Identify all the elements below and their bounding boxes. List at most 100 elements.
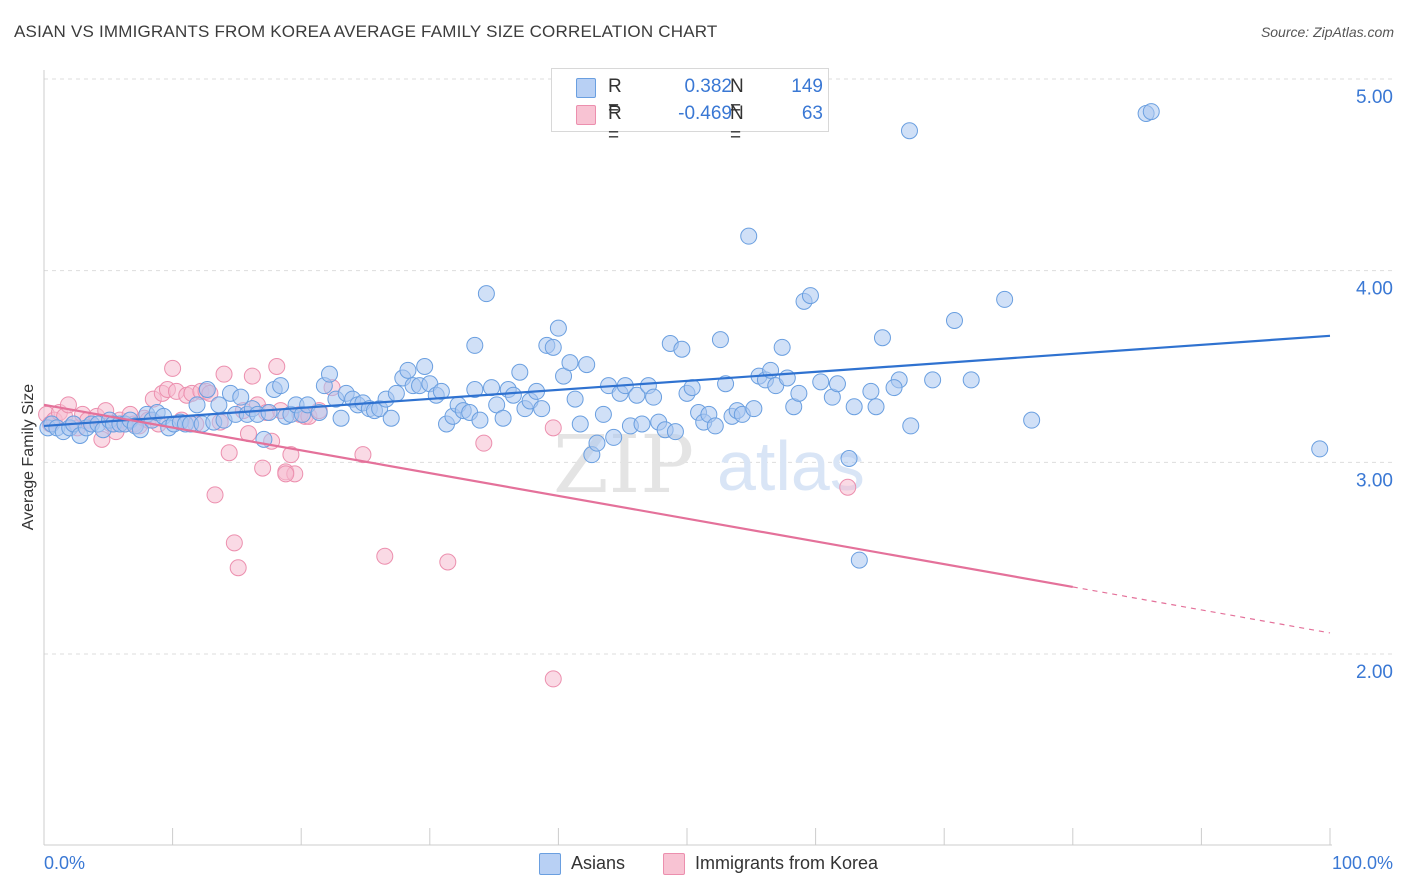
asians-point bbox=[320, 365, 338, 383]
asians-point bbox=[561, 354, 579, 372]
korea-point bbox=[282, 446, 300, 464]
asians-point bbox=[387, 384, 405, 402]
asians-point bbox=[673, 340, 691, 358]
asians-point bbox=[996, 290, 1014, 308]
asians-point bbox=[382, 409, 400, 427]
asians-point bbox=[605, 428, 623, 446]
korea-point bbox=[839, 478, 857, 496]
asians-point bbox=[566, 390, 584, 408]
y-tick-label: 4.00 bbox=[1356, 279, 1393, 300]
legend-swatch-korea bbox=[576, 105, 596, 125]
asians-point bbox=[717, 375, 735, 393]
korea-point bbox=[254, 459, 272, 477]
watermark: ZIP atlas bbox=[553, 418, 865, 511]
korea-trend-line-extrapolated bbox=[1072, 586, 1331, 634]
legend-n-value: 149 bbox=[791, 76, 823, 97]
legend-r-value: 0.382 bbox=[684, 76, 732, 97]
asians-point bbox=[633, 415, 651, 433]
asians-point bbox=[588, 434, 606, 452]
korea-point bbox=[277, 465, 295, 483]
asians-point bbox=[711, 331, 729, 349]
korea-trend-line bbox=[43, 403, 1073, 588]
asians-point bbox=[862, 382, 880, 400]
korea-point bbox=[215, 365, 233, 383]
asians-trend-line bbox=[43, 334, 1331, 428]
correlation-legend: R = 0.382 N = 149 R = -0.469 N = 63 bbox=[551, 68, 829, 146]
asians-point bbox=[773, 338, 791, 356]
watermark-atlas: atlas bbox=[717, 427, 865, 505]
asians-point bbox=[840, 450, 858, 467]
asians-point bbox=[399, 361, 417, 379]
axes bbox=[43, 70, 1332, 846]
asians-point bbox=[790, 384, 808, 402]
asians-point bbox=[432, 382, 450, 400]
x-tick-label-min: 0.0% bbox=[44, 853, 85, 873]
bottom-legend-label-asians: Asians bbox=[571, 853, 626, 873]
asians-point bbox=[416, 358, 434, 375]
legend-r-label: R = bbox=[608, 76, 622, 119]
asians-point bbox=[310, 404, 328, 421]
korea-point bbox=[206, 486, 224, 504]
korea-point bbox=[225, 534, 243, 552]
korea-point bbox=[544, 670, 562, 688]
asians-point bbox=[533, 400, 551, 418]
asians-point bbox=[494, 409, 512, 427]
asians-point bbox=[511, 363, 529, 381]
asians-point bbox=[812, 373, 830, 391]
y-axis-label: Average Family Size bbox=[20, 384, 37, 531]
asians-point bbox=[471, 411, 489, 429]
asians-point bbox=[850, 551, 868, 569]
y-tick-label: 5.00 bbox=[1356, 87, 1393, 108]
asians-point bbox=[232, 388, 250, 406]
legend-n-label: N = bbox=[730, 103, 744, 146]
korea-point bbox=[243, 367, 261, 385]
asians-point bbox=[504, 386, 522, 404]
y-tick-label: 3.00 bbox=[1356, 470, 1393, 491]
asians-point bbox=[902, 417, 920, 435]
bottom-legend-swatch-asians bbox=[539, 853, 561, 875]
asians-point bbox=[466, 336, 484, 354]
asians-point bbox=[924, 371, 942, 389]
tick-labels: 2.00 3.00 4.00 5.00 0.0% 100.0% bbox=[44, 87, 1393, 873]
legend-r-label: R = bbox=[608, 103, 622, 146]
y-tick-label: 2.00 bbox=[1356, 662, 1393, 683]
asians-point bbox=[578, 356, 596, 374]
bottom-legend-label-korea: Immigrants from Korea bbox=[695, 853, 879, 873]
asians-point bbox=[549, 319, 567, 337]
asians-point bbox=[645, 388, 663, 406]
asians-point bbox=[1142, 103, 1160, 121]
asians-point bbox=[544, 338, 562, 356]
korea-point bbox=[376, 547, 394, 565]
asians-point bbox=[272, 377, 290, 395]
korea-point bbox=[544, 419, 562, 437]
asians-point bbox=[260, 404, 278, 421]
korea-point bbox=[164, 359, 182, 377]
asians-point bbox=[745, 400, 763, 418]
asians-point bbox=[740, 227, 758, 245]
korea-point bbox=[475, 434, 493, 452]
bottom-legend-swatch-korea bbox=[663, 853, 685, 875]
asians-point bbox=[962, 371, 980, 389]
source-credit: Source: ZipAtlas.com bbox=[1260, 24, 1394, 40]
korea-point bbox=[229, 559, 247, 577]
asians-point bbox=[867, 398, 885, 416]
asians-point bbox=[706, 417, 724, 435]
legend-n-value: 63 bbox=[801, 103, 823, 124]
asians-point bbox=[332, 409, 350, 427]
asians-point bbox=[628, 386, 646, 404]
asians-point bbox=[1311, 440, 1329, 458]
asians-point bbox=[885, 379, 903, 397]
trend-lines bbox=[43, 334, 1331, 634]
asians-point bbox=[666, 423, 684, 441]
korea-point bbox=[268, 358, 286, 375]
asians-point bbox=[198, 381, 216, 398]
legend-n-label: N = bbox=[730, 76, 744, 119]
asians-point bbox=[466, 381, 484, 398]
legend-r-value: -0.469 bbox=[678, 103, 732, 124]
korea-point bbox=[439, 553, 457, 571]
asians-point bbox=[477, 285, 495, 303]
asians-point bbox=[801, 287, 819, 305]
korea-point bbox=[354, 446, 372, 464]
asians-point bbox=[1023, 411, 1041, 429]
